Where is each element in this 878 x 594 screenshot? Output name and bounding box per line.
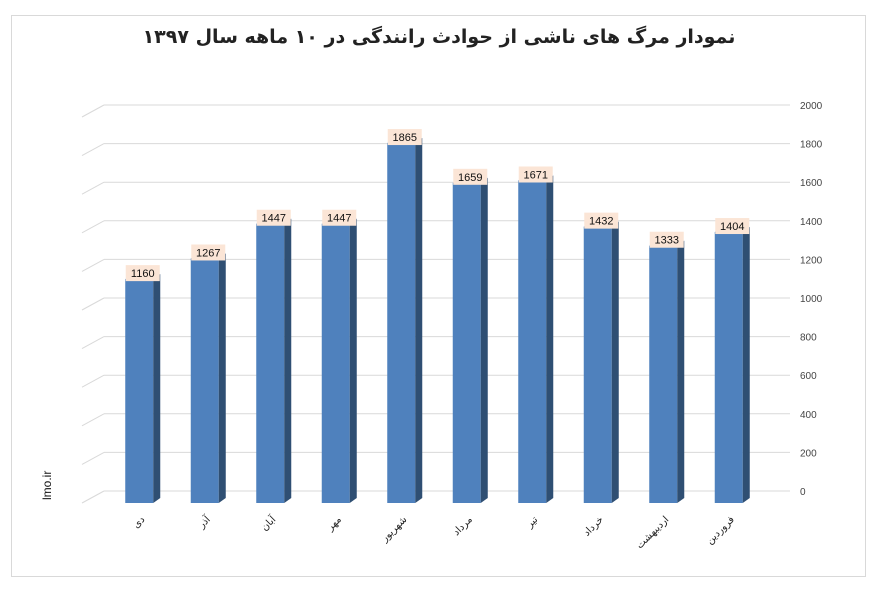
data-label: 1659: [458, 172, 482, 184]
gridline-slant: [81, 220, 105, 234]
gridline-slant: [81, 374, 105, 388]
data-label: 1671: [524, 169, 548, 181]
bar-side: [742, 227, 750, 503]
bar-side: [153, 274, 161, 503]
y-tick-label: 400: [800, 410, 817, 421]
bar-side: [284, 218, 292, 503]
bar: [256, 223, 285, 503]
data-label-bg: [322, 209, 357, 226]
data-label: 1447: [262, 213, 286, 225]
y-tick-label: 600: [800, 371, 817, 382]
data-label: 1432: [589, 216, 613, 228]
category-label: خرداد: [582, 514, 606, 538]
data-label-bg: [191, 244, 226, 261]
bar-side: [415, 138, 423, 503]
y-tick-label: 1600: [800, 178, 823, 189]
bar: [190, 258, 219, 503]
gridline-slant: [81, 413, 105, 427]
data-label: 1404: [720, 221, 744, 233]
category-labels: دی آذر آبان مهر شهریور مرداد تیر خرداد اردیبهشت ف…: [131, 512, 737, 551]
y-tick-label: 1800: [800, 140, 823, 151]
data-labels: 1160 1267 1447 1447 1865 1659 1671 1432 1333 1404: [125, 129, 750, 282]
y-tick-label: 1400: [800, 217, 823, 228]
bar: [649, 245, 678, 503]
y-tick-label: 200: [800, 448, 817, 459]
data-label: 1160: [131, 268, 155, 280]
data-label-bg: [256, 209, 291, 226]
data-label-bg: [518, 166, 553, 183]
bar: [452, 182, 481, 504]
gridline-slant: [81, 490, 105, 504]
bar: [125, 279, 154, 503]
gridline-slant: [81, 143, 105, 157]
y-tick-label: 1200: [800, 255, 823, 266]
category-label: مهر: [324, 514, 343, 533]
data-label-bg: [453, 168, 488, 185]
data-label-bg: [125, 265, 160, 282]
y-axis-ticks: 0 200 400 600 800 1000 1200 1400 1600 1800 2000: [800, 101, 823, 498]
category-label: شهریور: [379, 514, 410, 545]
chart-title: نمودار مرگ های ناشی از حوادث رانندگی در …: [142, 26, 736, 48]
bar-side: [611, 221, 619, 503]
bar-side: [677, 240, 685, 503]
gridline-slant: [81, 181, 105, 195]
y-tick-label: 0: [800, 487, 806, 498]
data-label-bg: [387, 129, 422, 146]
category-label: تیر: [524, 514, 541, 531]
bar-side: [349, 218, 357, 503]
bar-side: [480, 177, 488, 504]
data-label-bg: [584, 212, 619, 229]
y-tick-label: 2000: [800, 101, 823, 112]
category-label: آبان: [258, 512, 279, 533]
data-label: 1447: [327, 213, 351, 225]
bar: [321, 223, 350, 503]
bar: [583, 226, 612, 503]
bar-side: [218, 253, 226, 503]
bar-side: [546, 175, 554, 503]
data-label-bg: [649, 231, 684, 248]
category-label: اردیبهشت: [634, 514, 671, 551]
category-label: آذر: [194, 512, 213, 531]
gridline-slant: [81, 104, 105, 118]
category-label: دی: [131, 514, 147, 530]
gridline-slant: [81, 336, 105, 350]
bar: [387, 143, 416, 503]
bar: [518, 180, 547, 503]
gridline-slant: [81, 451, 105, 465]
y-tick-label: 800: [800, 333, 817, 344]
data-label: 1333: [655, 235, 679, 247]
gridline-slant: [81, 258, 105, 272]
category-label: مرداد: [451, 514, 475, 538]
data-label: 1267: [196, 247, 220, 259]
y-tick-label: 1000: [800, 294, 823, 305]
bars: [125, 138, 750, 504]
data-label: 1865: [393, 132, 417, 144]
bar: [714, 232, 743, 503]
category-label: فروردین: [704, 514, 737, 547]
data-label-bg: [715, 218, 750, 235]
gridline-slant: [81, 297, 105, 311]
